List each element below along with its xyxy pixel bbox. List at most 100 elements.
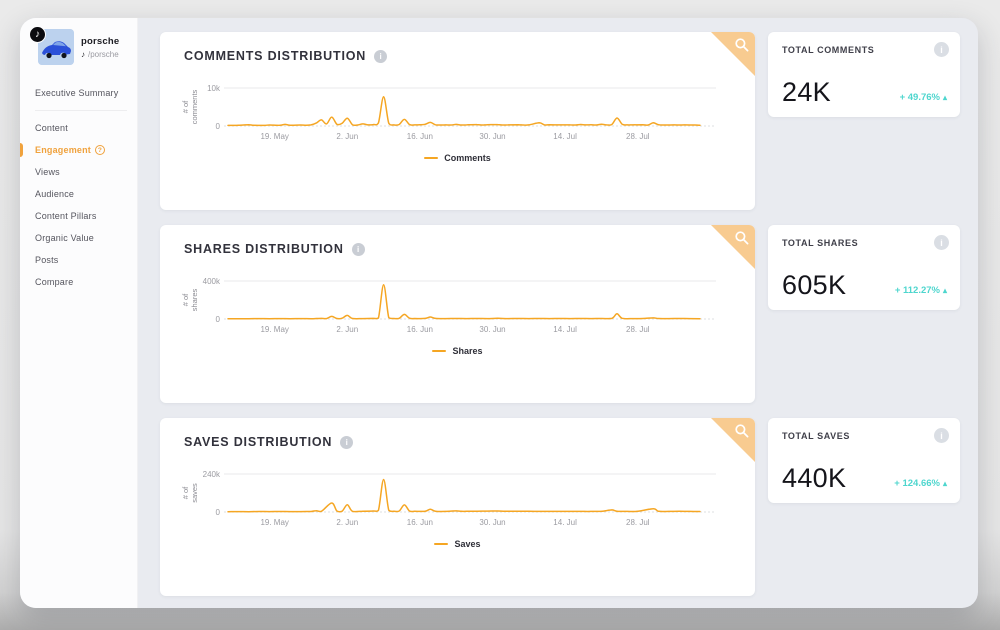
svg-text:0: 0 xyxy=(216,122,221,131)
svg-text:2. Jun: 2. Jun xyxy=(336,325,358,334)
legend-label[interactable]: Saves xyxy=(454,539,481,549)
kpi-value: 24K xyxy=(782,77,831,107)
corner-fold xyxy=(711,32,755,76)
svg-text:16. Jun: 16. Jun xyxy=(407,132,433,141)
chart-title: COMMENTS DISTRIBUTION xyxy=(184,49,367,63)
sidebar-item-label: Audience xyxy=(35,189,75,199)
svg-text:28. Jul: 28. Jul xyxy=(626,518,650,527)
svg-text:30. Jun: 30. Jun xyxy=(479,132,505,141)
svg-text:# ofshares: # ofshares xyxy=(181,288,199,311)
svg-text:19. May: 19. May xyxy=(260,132,288,141)
legend-label[interactable]: Comments xyxy=(444,153,491,163)
sidebar-nav: Executive Summary Content Engagement? Views… xyxy=(20,82,137,293)
svg-text:14. Jul: 14. Jul xyxy=(553,132,577,141)
sidebar-item-content-pillars[interactable]: Content Pillars xyxy=(20,205,137,227)
help-icon[interactable]: ? xyxy=(95,145,106,155)
kpi-delta-text: + 49.76% xyxy=(899,92,940,103)
svg-text:# ofcomments: # ofcomments xyxy=(181,89,199,124)
kpi-label: TOTAL SAVES xyxy=(782,431,850,441)
svg-text:# ofsaves: # ofsaves xyxy=(181,483,199,503)
legend-dash-icon xyxy=(424,157,439,159)
svg-text:30. Jun: 30. Jun xyxy=(479,518,505,527)
svg-text:19. May: 19. May xyxy=(260,325,288,334)
sidebar-item-posts[interactable]: Posts xyxy=(20,249,137,271)
sidebar-item-organic-value[interactable]: Organic Value xyxy=(20,227,137,249)
svg-text:2. Jun: 2. Jun xyxy=(336,132,358,141)
kpi-delta: + 124.66% ▴ xyxy=(894,478,947,492)
shares-distribution-card: SHARES DISTRIBUTION i 400k 0 # ofshares 19.… xyxy=(160,225,755,403)
svg-text:16. Jun: 16. Jun xyxy=(407,325,433,334)
kpi-value: 440K xyxy=(782,463,847,493)
svg-text:14. Jul: 14. Jul xyxy=(553,325,577,334)
info-icon[interactable]: i xyxy=(340,435,354,449)
info-icon[interactable]: i xyxy=(351,242,365,256)
engagement-row-saves: SAVES DISTRIBUTION i 240k 0 # ofsaves 19. M… xyxy=(160,418,960,596)
engagement-row-shares: SHARES DISTRIBUTION i 400k 0 # ofshares 19.… xyxy=(160,225,960,403)
chart-title: SHARES DISTRIBUTION xyxy=(184,242,344,256)
legend-label[interactable]: Shares xyxy=(452,346,483,356)
chart-legend: Saves xyxy=(160,539,755,549)
info-icon[interactable]: i xyxy=(934,42,949,57)
saves-distribution-card: SAVES DISTRIBUTION i 240k 0 # ofsaves 19. M… xyxy=(160,418,755,596)
svg-text:400k: 400k xyxy=(203,277,221,286)
legend-dash-icon xyxy=(432,350,447,352)
magnifier-icon xyxy=(735,38,749,52)
sidebar-item-compare[interactable]: Compare xyxy=(20,271,137,293)
sidebar-item-label: Organic Value xyxy=(35,233,94,243)
profile-name: porsche xyxy=(81,35,120,47)
corner-fold xyxy=(711,418,755,462)
expand-chart-button[interactable] xyxy=(734,423,750,439)
total-shares-card: TOTAL SHARES i 605K + 112.27% ▴ xyxy=(768,225,960,310)
svg-text:10k: 10k xyxy=(207,84,221,93)
svg-text:19. May: 19. May xyxy=(260,518,288,527)
app-window: COMMENTS DISTRIBUTION i 10k 0 # ofcomments… xyxy=(20,18,978,608)
sidebar-item-content[interactable]: Content xyxy=(20,117,137,139)
expand-chart-button[interactable] xyxy=(734,230,750,246)
kpi-delta-text: + 124.66% xyxy=(894,478,940,489)
sidebar-item-label: Engagement xyxy=(35,145,92,155)
trend-up-icon: ▴ xyxy=(942,93,947,102)
tiktok-icon: ♪ xyxy=(81,49,85,59)
legend-dash-icon xyxy=(434,543,449,545)
main-content: COMMENTS DISTRIBUTION i 10k 0 # ofcomments… xyxy=(138,18,978,608)
comments-chart: 10k 0 # ofcomments 19. May 2. Jun 16. Jun 30. … xyxy=(181,84,716,141)
engagement-row-comments: COMMENTS DISTRIBUTION i 10k 0 # ofcomments… xyxy=(160,32,960,210)
saves-chart: 240k 0 # ofsaves 19. May 2. Jun 16. Jun 30. Ju… xyxy=(181,470,716,527)
svg-text:30. Jun: 30. Jun xyxy=(479,325,505,334)
shares-chart: 400k 0 # ofshares 19. May 2. Jun 16. Jun 30. J… xyxy=(181,277,716,334)
sidebar-item-label: Compare xyxy=(35,277,74,287)
info-icon[interactable]: i xyxy=(934,428,949,443)
kpi-delta: + 49.76% ▴ xyxy=(900,92,947,106)
trend-up-icon: ▴ xyxy=(942,479,947,488)
info-icon[interactable]: i xyxy=(934,235,949,250)
tiktok-icon: ♪ xyxy=(29,26,46,43)
svg-text:2. Jun: 2. Jun xyxy=(336,518,358,527)
profile-handle-text: /porsche xyxy=(88,49,119,59)
kpi-value: 605K xyxy=(782,270,847,300)
chart-legend: Shares xyxy=(160,346,755,356)
kpi-label: TOTAL COMMENTS xyxy=(782,45,875,55)
kpi-delta-text: + 112.27% xyxy=(894,285,940,296)
sidebar-item-engagement[interactable]: Engagement? xyxy=(20,139,137,161)
profile-handle: ♪ /porsche xyxy=(81,50,119,59)
info-icon[interactable]: i xyxy=(374,49,388,63)
sidebar-item-audience[interactable]: Audience xyxy=(20,183,137,205)
sidebar-item-label: Content Pillars xyxy=(35,211,97,221)
divider xyxy=(35,110,127,111)
svg-text:28. Jul: 28. Jul xyxy=(626,132,650,141)
corner-fold xyxy=(711,225,755,269)
sidebar: ♪ porsche ♪ /porsche Executive Summary Co… xyxy=(20,18,138,608)
magnifier-icon xyxy=(735,231,749,245)
svg-text:240k: 240k xyxy=(203,470,221,479)
comments-distribution-card: COMMENTS DISTRIBUTION i 10k 0 # ofcomments… xyxy=(160,32,755,210)
sidebar-item-label: Content xyxy=(35,123,68,133)
sidebar-item-views[interactable]: Views xyxy=(20,161,137,183)
sidebar-item-label: Posts xyxy=(35,255,59,265)
chart-title: SAVES DISTRIBUTION xyxy=(184,435,333,449)
svg-text:0: 0 xyxy=(216,508,221,517)
sidebar-item-executive-summary[interactable]: Executive Summary xyxy=(20,82,137,104)
svg-text:16. Jun: 16. Jun xyxy=(407,518,433,527)
expand-chart-button[interactable] xyxy=(734,37,750,53)
chart-legend: Comments xyxy=(160,153,755,163)
profile-header[interactable]: ♪ porsche ♪ /porsche xyxy=(29,26,137,65)
